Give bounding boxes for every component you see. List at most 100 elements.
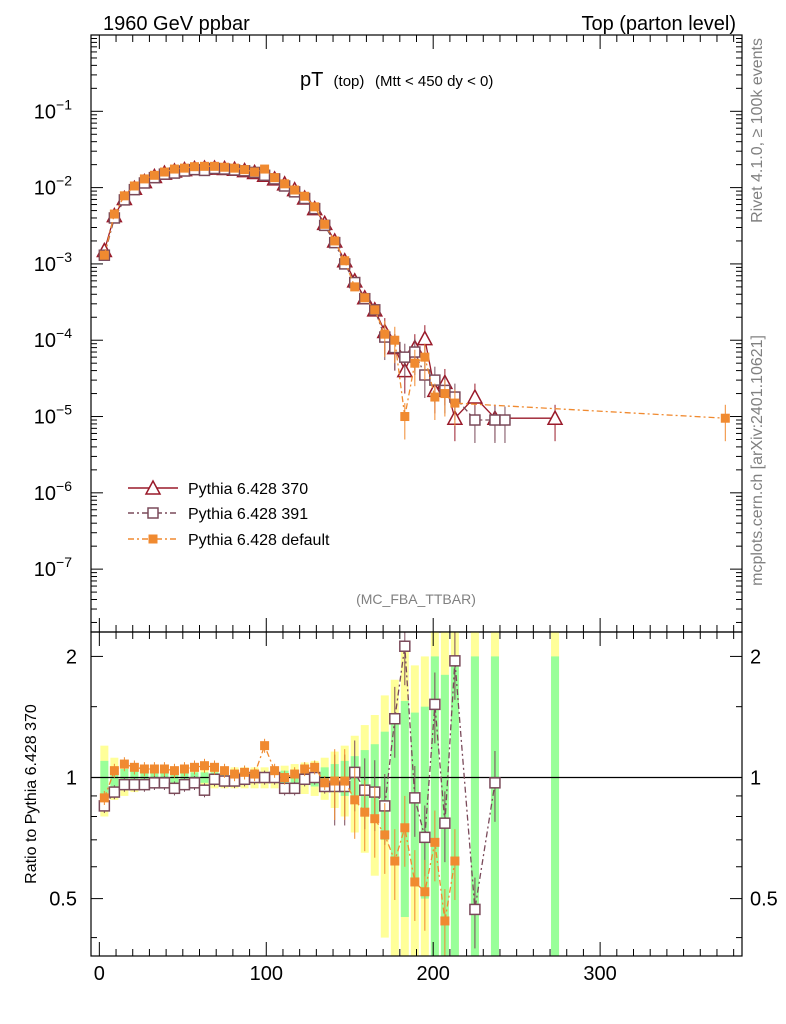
legend-square-marker bbox=[147, 507, 159, 519]
band-inner-bin bbox=[100, 760, 109, 796]
main-point bbox=[440, 389, 450, 399]
main-point bbox=[720, 413, 730, 423]
main-point bbox=[400, 412, 410, 422]
ratio-point bbox=[278, 782, 291, 795]
main-point bbox=[290, 185, 300, 195]
main-ytick-label: 10−3 bbox=[34, 249, 72, 276]
main-point bbox=[399, 351, 411, 363]
main-point bbox=[499, 414, 511, 426]
legend-triangle-marker bbox=[144, 479, 162, 495]
main-point bbox=[416, 330, 434, 346]
ytick-base: 10 bbox=[34, 407, 56, 429]
main-point bbox=[179, 163, 189, 173]
ratio-point bbox=[360, 807, 370, 817]
main-point bbox=[230, 163, 240, 173]
main-ytick-label: 10−2 bbox=[34, 173, 72, 200]
ratio-ytick-label-right: 2 bbox=[750, 646, 761, 668]
main-point bbox=[340, 256, 350, 266]
main-point bbox=[450, 398, 460, 408]
legend-filled-square-marker bbox=[148, 534, 158, 544]
main-point bbox=[390, 335, 400, 345]
main-point bbox=[469, 414, 481, 426]
legend-item-default: Pythia 6.428 default bbox=[128, 532, 330, 549]
main-panel: 10−710−610−510−410−310−210−1 pT (top) (M… bbox=[34, 34, 743, 633]
ytick-base: 10 bbox=[34, 483, 56, 505]
ratio-point bbox=[179, 764, 189, 774]
main-point bbox=[270, 173, 280, 183]
ratio-series-0 bbox=[98, 632, 501, 949]
main-point bbox=[139, 174, 149, 184]
ytick-base: 10 bbox=[34, 101, 56, 123]
ratio-point bbox=[128, 778, 141, 791]
ratio-point bbox=[99, 793, 109, 803]
ratio-point bbox=[439, 817, 451, 829]
ratio-point bbox=[240, 767, 250, 777]
ytick-exp: −3 bbox=[56, 249, 72, 265]
rivet-label: Rivet 4.1.0, ≥ 100k events bbox=[749, 38, 766, 223]
ratio-series-layer bbox=[98, 632, 501, 956]
ratio-point bbox=[389, 712, 401, 725]
ratio-panel: 0.5 0.5 1 1 2 2 0 100 200 300 Ratio to Pythia 6.… bbox=[23, 631, 778, 985]
ratio-point bbox=[188, 777, 201, 789]
main-point bbox=[250, 167, 260, 177]
ratio-point bbox=[420, 887, 430, 897]
ratio-point bbox=[310, 762, 320, 772]
ratio-point bbox=[258, 771, 271, 784]
ratio-point bbox=[169, 766, 179, 776]
main-point bbox=[159, 167, 169, 177]
ratio-point bbox=[410, 877, 420, 887]
ratio-point bbox=[350, 795, 360, 805]
legend-item-391: Pythia 6.428 391 bbox=[128, 506, 308, 523]
ratio-point bbox=[449, 655, 461, 667]
legend-label-391: Pythia 6.428 391 bbox=[188, 506, 308, 523]
ratio-point bbox=[198, 784, 211, 796]
main-point bbox=[220, 162, 230, 172]
xtick-label: 100 bbox=[250, 963, 283, 985]
main-point bbox=[210, 161, 220, 171]
main-point bbox=[320, 219, 330, 229]
ratio-point bbox=[429, 698, 441, 711]
main-point bbox=[99, 250, 109, 260]
ratio-point bbox=[230, 769, 240, 779]
ratio-xaxis: 0 100 200 300 bbox=[94, 632, 735, 985]
main-point bbox=[310, 202, 320, 212]
main-point bbox=[430, 392, 440, 402]
main-xaxis-ticks bbox=[98, 35, 735, 632]
ytick-exp: −2 bbox=[56, 173, 72, 189]
ratio-point bbox=[290, 769, 300, 779]
ratio-point bbox=[489, 777, 501, 789]
ratio-point bbox=[370, 814, 380, 824]
main-point bbox=[466, 388, 484, 404]
band-inner-bin bbox=[420, 706, 429, 899]
main-series-line bbox=[103, 167, 555, 420]
ratio-point bbox=[168, 782, 181, 795]
ratio-point bbox=[159, 764, 169, 774]
main-series-layer bbox=[96, 159, 730, 443]
ratio-point bbox=[109, 766, 119, 776]
main-ytick-label: 10−7 bbox=[34, 554, 72, 581]
main-point bbox=[370, 305, 380, 315]
ratio-point bbox=[148, 777, 161, 789]
ratio-point bbox=[200, 761, 210, 771]
ratio-point bbox=[260, 741, 270, 751]
main-point bbox=[119, 191, 129, 201]
ratio-point bbox=[400, 823, 410, 833]
ratio-point bbox=[108, 786, 121, 798]
ytick-exp: −1 bbox=[56, 96, 72, 112]
main-series-1 bbox=[98, 162, 511, 443]
main-point bbox=[300, 191, 310, 201]
ratio-point bbox=[330, 776, 340, 786]
main-point bbox=[330, 236, 340, 246]
band-inner-bin bbox=[390, 721, 399, 862]
band-inner-bin bbox=[551, 656, 560, 956]
band-inner-bin bbox=[430, 656, 439, 956]
xtick-label: 0 bbox=[94, 963, 105, 985]
main-point bbox=[546, 409, 564, 425]
main-point bbox=[420, 352, 430, 362]
chart-title-sub2: (Mtt < 450 dy < 0) bbox=[375, 73, 493, 90]
ratio-point bbox=[149, 764, 159, 774]
ratio-ytick-label-right: 1 bbox=[750, 768, 761, 790]
ratio-point bbox=[208, 773, 221, 786]
ratio-point bbox=[469, 903, 481, 916]
